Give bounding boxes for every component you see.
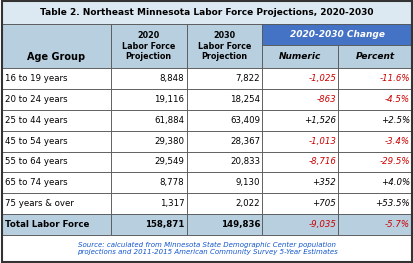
Text: 2020
Labor Force
Projection: 2020 Labor Force Projection: [121, 31, 175, 61]
Bar: [186, 193, 262, 214]
Bar: [2, 193, 110, 214]
Text: -9,035: -9,035: [307, 220, 335, 229]
Text: 28,367: 28,367: [230, 136, 260, 146]
Text: +2.5%: +2.5%: [380, 116, 409, 125]
Bar: [262, 214, 337, 235]
Text: +4.0%: +4.0%: [380, 178, 409, 187]
Text: Numeric: Numeric: [278, 52, 320, 61]
Text: 61,884: 61,884: [154, 116, 184, 125]
Bar: [186, 110, 262, 131]
Bar: [2, 131, 110, 151]
Text: -863: -863: [316, 95, 335, 104]
Bar: [337, 173, 411, 193]
Bar: [2, 68, 110, 89]
Text: 9,130: 9,130: [235, 178, 260, 187]
Text: Age Group: Age Group: [27, 52, 85, 62]
Text: 18,254: 18,254: [230, 95, 260, 104]
Text: 75 years & over: 75 years & over: [5, 199, 73, 208]
Bar: [2, 89, 110, 110]
Bar: [262, 89, 337, 110]
Text: 8,848: 8,848: [159, 74, 184, 83]
Text: -8,716: -8,716: [307, 158, 335, 166]
Text: 7,822: 7,822: [235, 74, 260, 83]
Bar: [186, 151, 262, 173]
Text: -1,013: -1,013: [307, 136, 335, 146]
Bar: [110, 131, 186, 151]
Bar: [262, 173, 337, 193]
Text: -1,025: -1,025: [307, 74, 335, 83]
Bar: [262, 151, 337, 173]
Text: 19,116: 19,116: [154, 95, 184, 104]
Bar: [262, 131, 337, 151]
Bar: [186, 214, 262, 235]
Bar: [110, 68, 186, 89]
Text: 16 to 19 years: 16 to 19 years: [5, 74, 67, 83]
Bar: [337, 151, 411, 173]
Bar: [2, 110, 110, 131]
Bar: [262, 24, 411, 45]
Text: Percent: Percent: [355, 52, 394, 61]
Text: 149,836: 149,836: [220, 220, 260, 229]
Bar: [337, 68, 411, 89]
Text: 20,833: 20,833: [230, 158, 260, 166]
Text: 20 to 24 years: 20 to 24 years: [5, 95, 67, 104]
Bar: [337, 193, 411, 214]
Text: 29,380: 29,380: [154, 136, 184, 146]
Bar: [110, 151, 186, 173]
Bar: [186, 68, 262, 89]
Text: -4.5%: -4.5%: [384, 95, 409, 104]
Text: 8,778: 8,778: [159, 178, 184, 187]
Text: +53.5%: +53.5%: [374, 199, 409, 208]
Bar: [2, 151, 110, 173]
Text: -5.7%: -5.7%: [384, 220, 409, 229]
Text: -29.5%: -29.5%: [378, 158, 409, 166]
Bar: [2, 235, 411, 262]
Bar: [337, 45, 411, 68]
Text: 65 to 74 years: 65 to 74 years: [5, 178, 67, 187]
Text: 55 to 64 years: 55 to 64 years: [5, 158, 67, 166]
Text: 63,409: 63,409: [230, 116, 260, 125]
Text: Total Labor Force: Total Labor Force: [5, 220, 89, 229]
Bar: [262, 45, 337, 68]
Text: +352: +352: [311, 178, 335, 187]
Bar: [110, 214, 186, 235]
Text: Source: calculated from Minnesota State Demographic Center population
projection: Source: calculated from Minnesota State …: [76, 242, 337, 255]
Bar: [337, 89, 411, 110]
Bar: [110, 193, 186, 214]
Bar: [110, 173, 186, 193]
Text: 29,549: 29,549: [154, 158, 184, 166]
Bar: [2, 173, 110, 193]
Text: -3.4%: -3.4%: [384, 136, 409, 146]
Text: 1,317: 1,317: [159, 199, 184, 208]
Text: 158,871: 158,871: [145, 220, 184, 229]
Bar: [186, 131, 262, 151]
Text: +1,526: +1,526: [304, 116, 335, 125]
Text: -11.6%: -11.6%: [378, 74, 409, 83]
Bar: [337, 131, 411, 151]
Bar: [2, 24, 110, 68]
Bar: [110, 89, 186, 110]
Bar: [337, 110, 411, 131]
Bar: [262, 193, 337, 214]
Text: Table 2. Northeast Minnesota Labor Force Projections, 2020-2030: Table 2. Northeast Minnesota Labor Force…: [40, 8, 373, 17]
Text: 2030
Labor Force
Projection: 2030 Labor Force Projection: [197, 31, 251, 61]
Bar: [186, 173, 262, 193]
Text: 2020-2030 Change: 2020-2030 Change: [289, 30, 384, 39]
Text: +705: +705: [311, 199, 335, 208]
Bar: [262, 110, 337, 131]
Text: 25 to 44 years: 25 to 44 years: [5, 116, 67, 125]
Bar: [2, 214, 110, 235]
Text: 45 to 54 years: 45 to 54 years: [5, 136, 67, 146]
Bar: [2, 1, 411, 24]
Bar: [186, 24, 262, 68]
Text: 2,022: 2,022: [235, 199, 260, 208]
Bar: [337, 214, 411, 235]
Bar: [110, 110, 186, 131]
Bar: [262, 68, 337, 89]
Bar: [110, 24, 186, 68]
Bar: [186, 89, 262, 110]
